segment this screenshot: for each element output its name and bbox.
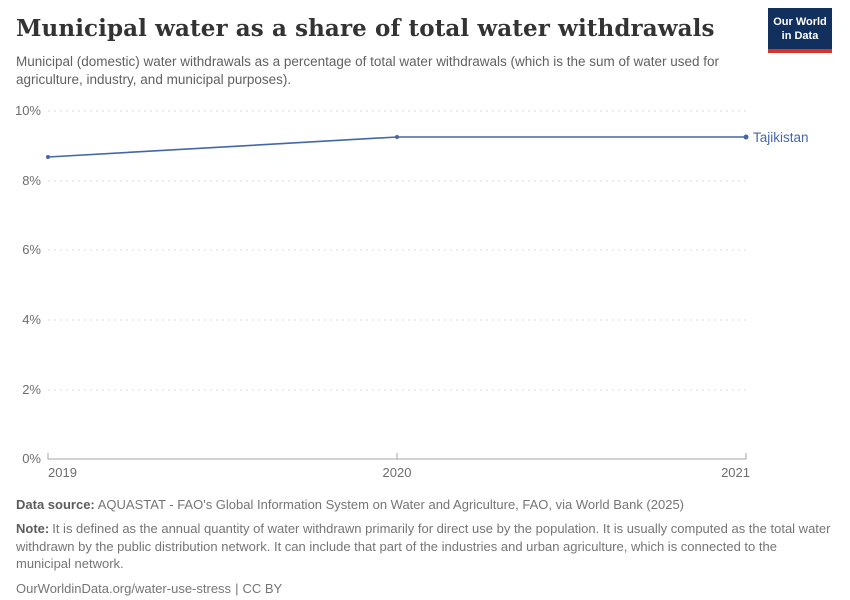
license-link[interactable]: CC BY [242, 580, 283, 596]
page-title: Municipal water as a share of total wate… [16, 15, 715, 42]
y-axis-label-8pct: 8% [22, 173, 41, 188]
y-axis-label-2pct: 2% [22, 382, 41, 397]
chart-subtitle: Municipal (domestic) water withdrawals a… [16, 54, 720, 87]
data-point-2020[interactable] [395, 135, 399, 139]
permalink-separator: | [235, 580, 239, 596]
x-axis-label-2021: 2021 [721, 465, 750, 480]
note-line: Note: It is defined as the annual quantit… [16, 520, 834, 572]
note-text: It is defined as the annual quantity of … [16, 521, 831, 572]
data-source-label: Data source: [16, 497, 95, 512]
y-axis-label-10pct: 10% [15, 103, 41, 118]
y-axis-label-0pct: 0% [22, 451, 41, 466]
y-axis-label-4pct: 4% [22, 312, 41, 327]
series-line-tajikistan[interactable] [47, 136, 746, 158]
x-axis-label-2019: 2019 [48, 465, 77, 480]
data-source-text: AQUASTAT - FAO's Global Information Syst… [97, 497, 685, 512]
note-label: Note: [16, 521, 50, 537]
data-point-2019[interactable] [46, 155, 50, 159]
data-point-2021[interactable] [743, 134, 749, 140]
owid-logo[interactable]: Our World in Data [768, 8, 832, 53]
permalink-url[interactable]: OurWorldinData.org/water-use-stress [16, 580, 232, 596]
chart-footer: Data source: AQUASTAT - FAO's Global Info… [16, 496, 834, 600]
line-chart[interactable]: 10% 8% 6% 4% 2% 0% 2019 2020 2021 Tajiki… [0, 95, 850, 490]
series-label-tajikistan[interactable]: Tajikistan [753, 130, 809, 145]
data-source-line: Data source: AQUASTAT - FAO's Global Info… [16, 496, 834, 513]
y-axis-label-6pct: 6% [22, 242, 41, 257]
owid-logo-line1: Our World [773, 16, 827, 28]
owid-logo-line2: in Data [781, 30, 819, 43]
x-axis-label-2020: 2020 [383, 465, 412, 480]
permalink-line: OurWorldinData.org/water-use-stress | CC B… [16, 580, 834, 597]
